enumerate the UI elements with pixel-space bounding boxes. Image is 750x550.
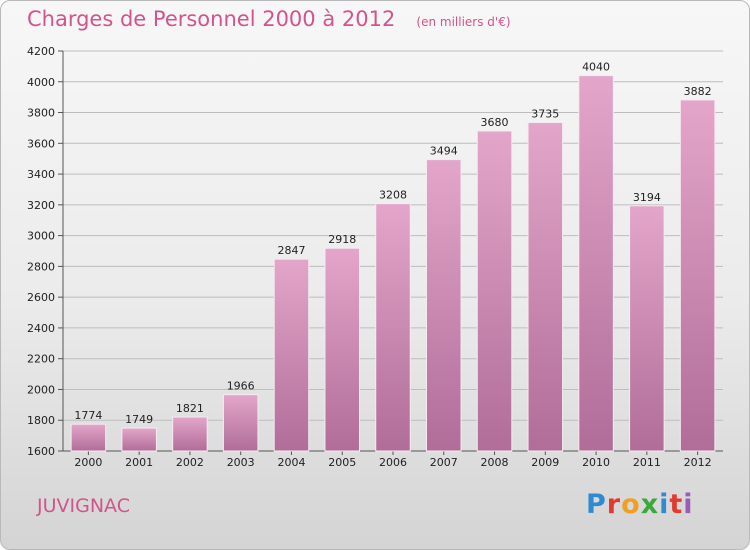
y-tick-label: 4200 [27, 45, 55, 58]
value-label-2011: 3194 [633, 191, 661, 204]
y-tick-label: 2200 [27, 353, 55, 366]
y-tick-label: 3600 [27, 137, 55, 150]
commune-name: JUVIGNAC [37, 495, 130, 517]
x-tick-label-2005: 2005 [328, 456, 356, 469]
x-tick-label-2009: 2009 [531, 456, 559, 469]
value-label-2012: 3882 [684, 85, 712, 98]
bar-2008 [476, 130, 513, 452]
value-label-2004: 2847 [277, 244, 305, 257]
x-tick-label-2007: 2007 [430, 456, 458, 469]
value-label-2006: 3208 [379, 189, 407, 202]
x-tick-label-2006: 2006 [379, 456, 407, 469]
label-layer: 1774 1749 1821 1966 2847 2918 3208 3494 3680 3735… [74, 61, 711, 426]
x-tick-label-2003: 2003 [227, 456, 255, 469]
value-label-2002: 1821 [176, 402, 204, 415]
value-label-2003: 1966 [227, 380, 255, 393]
y-tick-label: 2400 [27, 322, 55, 335]
brand-letter: P [586, 489, 607, 520]
x-tick-label-2004: 2004 [277, 456, 305, 469]
y-tick-label: 4000 [27, 76, 55, 89]
bar-2009 [527, 122, 564, 452]
value-label-2009: 3735 [531, 108, 559, 121]
value-label-2010: 4040 [582, 61, 610, 74]
brand-letter: t [669, 489, 684, 520]
x-tick-label-2011: 2011 [633, 456, 661, 469]
value-label-2008: 3680 [481, 116, 509, 129]
y-tick-label: 3000 [27, 230, 55, 243]
y-tick-label: 2800 [27, 260, 55, 273]
x-tick-label-2010: 2010 [582, 456, 610, 469]
bar-2005 [324, 247, 360, 452]
bar-2007 [426, 159, 462, 452]
x-tick-label-2012: 2012 [684, 456, 712, 469]
bar-2000 [70, 423, 107, 452]
chart-title: Charges de Personnel 2000 à 2012 [27, 7, 396, 31]
value-label-2001: 1749 [125, 413, 153, 426]
y-tick-label: 3400 [27, 168, 55, 181]
y-tick-label: 2600 [27, 291, 55, 304]
title-area: Charges de Personnel 2000 à 2012 (en mil… [27, 7, 511, 31]
value-label-2007: 3494 [430, 145, 458, 158]
bar-2004 [273, 258, 310, 452]
bar-2001 [121, 427, 157, 452]
brand-letter: i [683, 489, 694, 520]
bar-2002 [172, 416, 208, 452]
x-tick-label-2002: 2002 [176, 456, 204, 469]
brand-logo: Proxiti [586, 489, 694, 520]
brand-letter: o [621, 489, 641, 520]
brand-letter: r [606, 489, 622, 520]
y-tick-label: 3800 [27, 107, 55, 120]
brand-letter: i [659, 489, 670, 520]
y-tick-label: 1800 [27, 414, 55, 427]
bar-2011 [629, 205, 665, 452]
x-tick-label-2000: 2000 [74, 456, 102, 469]
brand-letter: x [640, 489, 660, 520]
x-tick-label-2001: 2001 [125, 456, 153, 469]
bar-2006 [375, 203, 411, 452]
bar-layer [70, 75, 716, 452]
y-tick-label: 3200 [27, 199, 55, 212]
x-tick-label-2008: 2008 [481, 456, 509, 469]
bar-2003 [222, 394, 259, 452]
y-tick-label: 2000 [27, 383, 55, 396]
chart-subtitle: (en milliers d'€) [416, 15, 511, 29]
value-label-2005: 2918 [328, 233, 356, 246]
bar-2010 [578, 75, 614, 452]
axis-layer: 1600 1800 2000 2200 2400 2600 2800 3000 3200 3400… [27, 45, 723, 469]
value-label-2000: 1774 [74, 409, 102, 422]
y-tick-label: 1600 [27, 445, 55, 458]
bar-2012 [679, 99, 716, 452]
